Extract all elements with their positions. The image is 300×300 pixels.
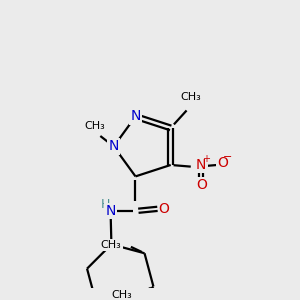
Text: O: O	[196, 178, 207, 192]
Text: N: N	[196, 158, 206, 172]
Text: N: N	[130, 110, 141, 124]
Text: CH₃: CH₃	[84, 121, 105, 131]
Text: −: −	[223, 152, 233, 162]
Text: H: H	[100, 198, 110, 211]
Text: N: N	[106, 204, 116, 218]
Text: N: N	[109, 140, 119, 153]
Text: O: O	[159, 202, 170, 216]
Text: CH₃: CH₃	[180, 92, 201, 102]
Text: O: O	[217, 156, 228, 170]
Text: CH₃: CH₃	[101, 240, 122, 250]
Text: CH₃: CH₃	[112, 290, 132, 300]
Text: +: +	[202, 154, 210, 164]
